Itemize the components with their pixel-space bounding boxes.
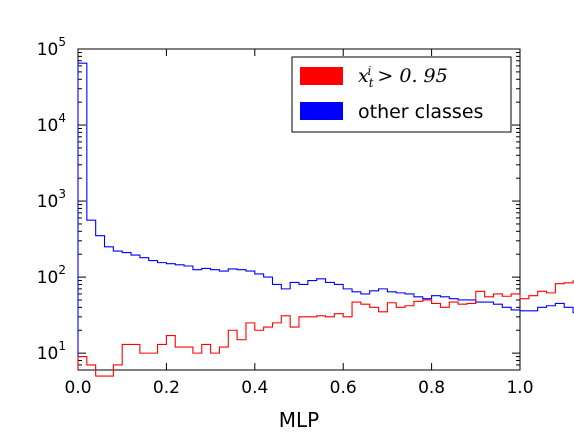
x-tick-label: 0.0 (64, 378, 91, 398)
x-tick-label: 1.0 (506, 378, 533, 398)
y-tick-label: 103 (37, 187, 66, 212)
series-xt-steps (77, 280, 574, 377)
x-axis-title: MLP (279, 408, 319, 432)
series-other-classes-steps (77, 62, 574, 370)
y-tick-label: 105 (37, 35, 66, 60)
plot-area: 101 102 103 104 105 0.0 0.2 0.4 0.6 0.8 1.0 (37, 35, 574, 398)
legend-label-red: 𝑥ti > 0. 95 (358, 64, 448, 90)
legend: 𝑥ti > 0. 95 other classes (291, 56, 512, 133)
x-tick-label: 0.8 (418, 378, 445, 398)
x-tick-label: 0.4 (241, 378, 268, 398)
x-ticks: 0.0 0.2 0.4 0.6 0.8 1.0 (64, 49, 534, 398)
legend-math-sub: t (369, 76, 374, 90)
legend-math-rest: > 0. 95 (371, 65, 447, 87)
y-tick-label: 104 (37, 111, 66, 136)
y-tick-label: 102 (37, 263, 66, 288)
legend-math-sup: i (368, 64, 372, 78)
x-tick-label: 0.6 (330, 378, 357, 398)
legend-swatch-red (300, 67, 343, 85)
x-tick-label: 0.2 (153, 378, 180, 398)
legend-math-var: 𝑥 (358, 65, 369, 87)
y-ticks: 101 102 103 104 105 (37, 35, 520, 371)
y-tick-label: 101 (37, 339, 66, 364)
legend-label-blue: other classes (358, 101, 483, 123)
legend-swatch-blue (300, 102, 343, 120)
